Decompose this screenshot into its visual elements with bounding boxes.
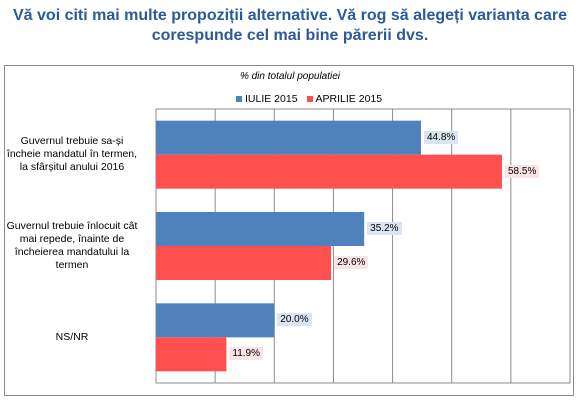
data-label-aprilie-1: 29.6% xyxy=(334,256,369,269)
data-label-iulie-2: 20.0% xyxy=(277,313,312,327)
chart-legend: IULIE 2015 APRILIE 2015 xyxy=(236,93,386,105)
category-label-line: Guvernul trebuie înlocuit cât xyxy=(6,220,138,232)
legend-swatch-iulie xyxy=(236,96,242,102)
legend-item-aprilie: APRILIE 2015 xyxy=(306,93,383,105)
chart-frame xyxy=(4,65,574,396)
data-label-iulie-1: 35.2% xyxy=(367,222,402,235)
category-label-line: încheierea mandatului la xyxy=(14,246,130,258)
bar-iulie-0 xyxy=(156,120,421,155)
data-label-iulie-0: 44.8% xyxy=(423,130,459,144)
bar-aprilie-2 xyxy=(156,337,227,372)
page-title: Vă voi citi mai multe propoziții alterna… xyxy=(0,6,580,46)
legend-swatch-aprilie xyxy=(306,96,313,102)
category-label-2: NS/NR xyxy=(2,331,142,344)
legend-label-iulie: IULIE 2015 xyxy=(245,93,298,105)
category-label-line: încheie mandatul în termen, xyxy=(6,148,138,161)
bar-aprilie-1 xyxy=(156,246,332,280)
category-label-line: NS/NR xyxy=(55,330,89,343)
title-line-2: corespunde cel mai bine părerii dvs. xyxy=(151,27,429,44)
title-line-1: Vă voi citi mai multe propoziții alterna… xyxy=(13,7,567,24)
category-label-1: Guvernul trebuie înlocuit cât mai repede,… xyxy=(2,220,142,272)
category-label-line: la sfârșitul anului 2016 xyxy=(19,161,125,174)
data-label-aprilie-0: 58.5% xyxy=(504,164,540,178)
data-label-aprilie-2: 11.9% xyxy=(229,347,263,361)
bar-iulie-2 xyxy=(156,303,275,338)
bar-aprilie-0 xyxy=(156,154,502,189)
category-label-line: mai repede, înainte de xyxy=(19,233,125,245)
bar-iulie-1 xyxy=(156,212,365,246)
chart-subtitle: % din totalul populatiei xyxy=(239,71,341,82)
category-label-line: Guvernul trebuie sa-și xyxy=(20,135,124,148)
legend-item-iulie: IULIE 2015 xyxy=(236,93,298,105)
category-label-0: Guvernul trebuie sa-și încheie mandatul î… xyxy=(2,135,142,174)
category-label-line: termen xyxy=(55,259,89,271)
legend-label-aprilie: APRILIE 2015 xyxy=(315,93,383,105)
